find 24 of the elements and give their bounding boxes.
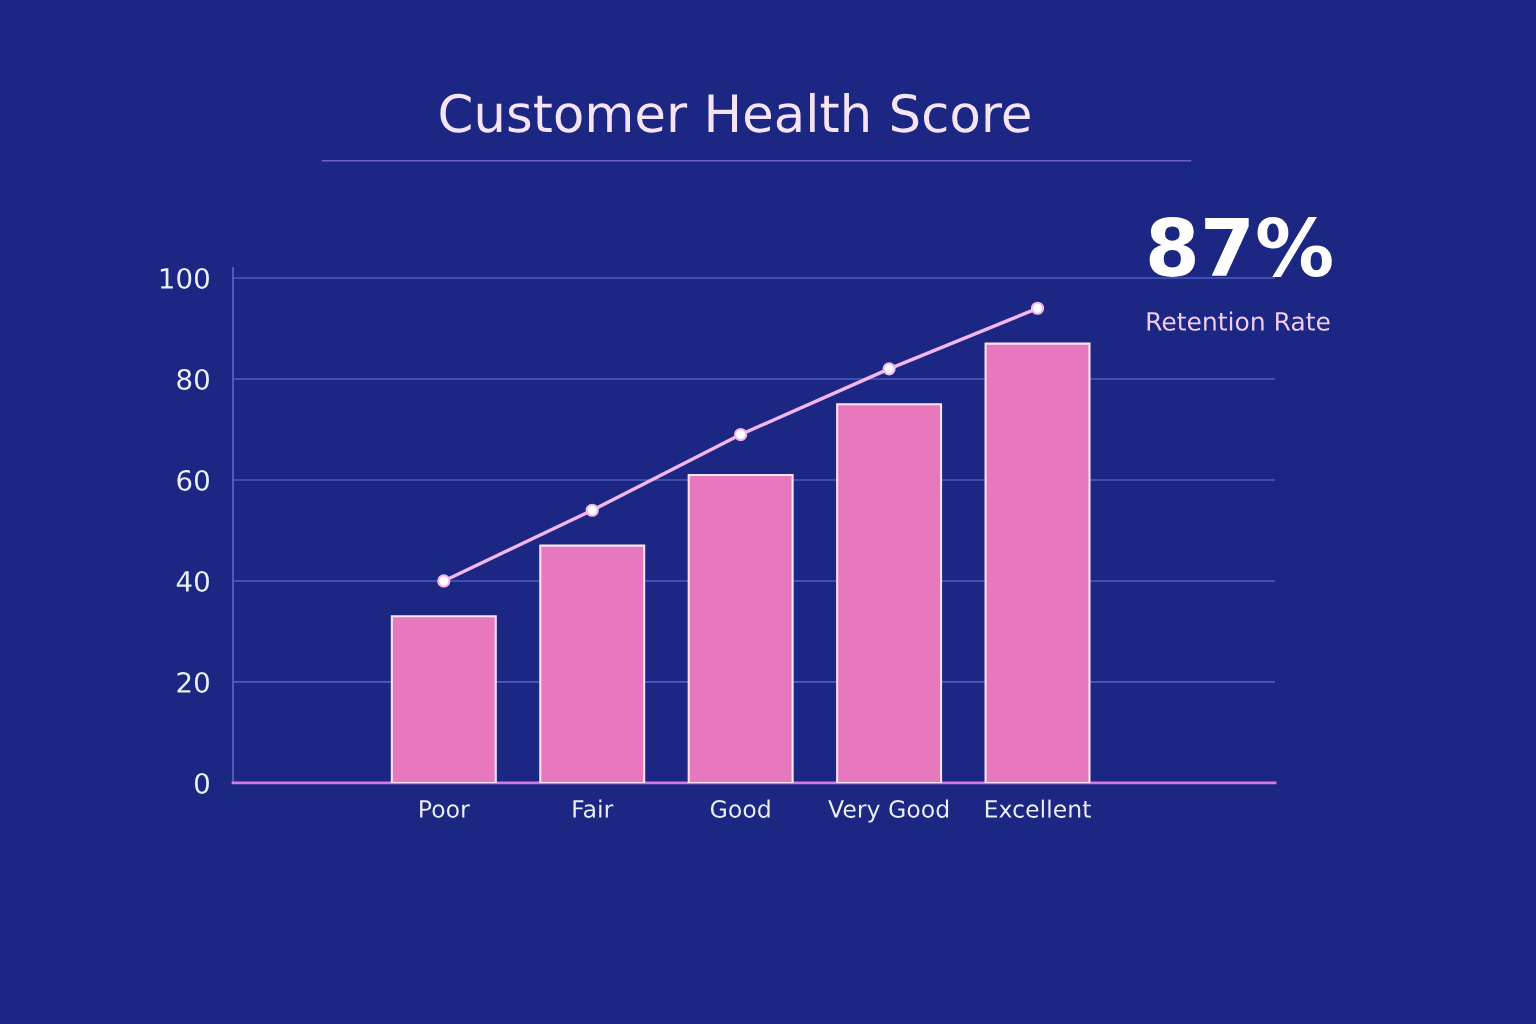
text: Retention Rate	[1147, 311, 1330, 331]
bar	[836, 403, 943, 783]
chart-title: Customer Health Score	[440, 92, 1030, 133]
point	[1030, 301, 1045, 315]
y-tick-label: 100	[160, 267, 209, 289]
bar	[390, 615, 497, 783]
bar	[539, 544, 646, 783]
x-tick-label: Poor	[420, 800, 470, 818]
x-tick-label: Very Good	[828, 799, 949, 823]
point	[734, 427, 748, 442]
y-tick-label: 0	[194, 772, 209, 794]
x-tick-label: Fair	[573, 799, 614, 818]
y-tick-label: 60	[177, 469, 209, 491]
y-tick-label: 40	[176, 570, 209, 592]
text: 87%	[1149, 217, 1332, 277]
y-tick-label: 20	[177, 671, 209, 693]
bar	[687, 473, 794, 783]
point	[882, 362, 896, 376]
y-tick-label: 80	[177, 368, 209, 390]
bar	[984, 342, 1091, 783]
x-tick-label: Good	[710, 799, 770, 818]
point	[585, 503, 599, 517]
point	[437, 574, 451, 588]
x-tick-label: Excellent	[985, 799, 1091, 818]
